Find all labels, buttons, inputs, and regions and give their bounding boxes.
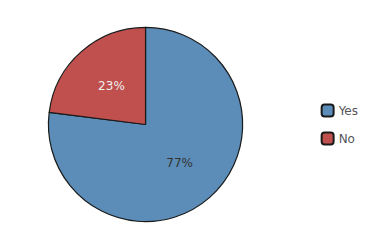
- svg-text:77%: 77%: [166, 156, 193, 170]
- svg-text:No: No: [339, 132, 355, 146]
- svg-text:Yes: Yes: [338, 104, 358, 118]
- svg-text:23%: 23%: [98, 79, 125, 93]
